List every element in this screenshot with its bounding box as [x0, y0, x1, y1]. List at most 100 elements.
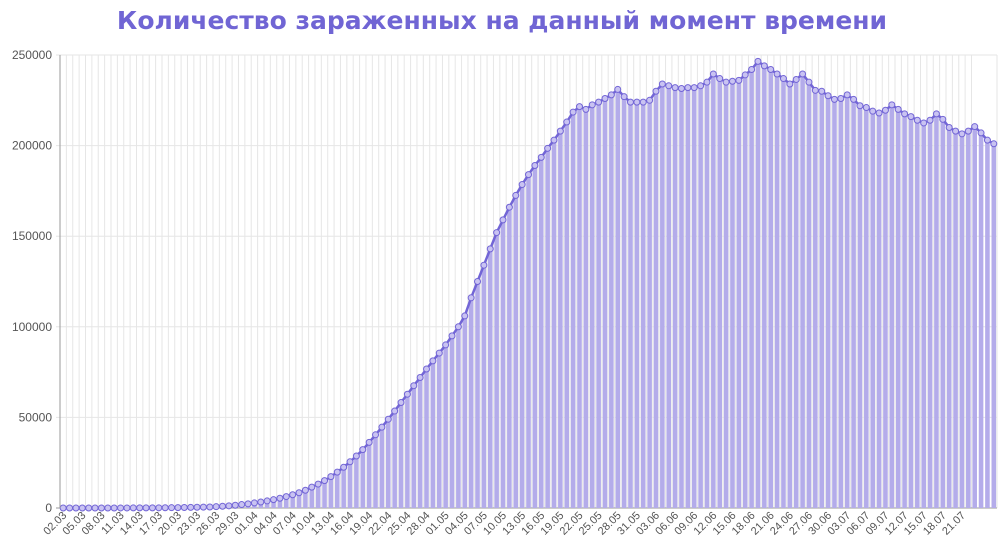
bar [443, 344, 448, 508]
point [639, 98, 647, 106]
point [263, 497, 271, 505]
point [735, 76, 743, 84]
point [614, 85, 622, 93]
point [257, 498, 265, 506]
point [786, 80, 794, 88]
bar [532, 165, 538, 509]
point [123, 504, 131, 512]
bar [615, 89, 621, 508]
point [276, 494, 284, 502]
bar [475, 281, 480, 508]
bar [558, 131, 563, 508]
point [282, 493, 290, 501]
point [91, 504, 99, 512]
point [945, 123, 953, 131]
bar [660, 83, 665, 508]
point [110, 504, 118, 512]
point [193, 503, 201, 511]
bar [315, 484, 321, 508]
bar [832, 99, 837, 509]
bar [768, 69, 774, 508]
point [187, 503, 195, 511]
bar [436, 353, 442, 508]
point [939, 115, 947, 123]
bar [430, 360, 436, 508]
bar [334, 472, 340, 508]
bar [666, 85, 672, 508]
point [779, 75, 787, 83]
point [129, 504, 137, 512]
point [582, 105, 590, 113]
point [818, 87, 826, 95]
point [607, 91, 615, 99]
point [365, 438, 373, 446]
point [206, 503, 214, 511]
bar [883, 110, 888, 509]
point [429, 357, 437, 365]
bar [793, 79, 799, 508]
bar [513, 195, 519, 508]
bar [889, 104, 895, 508]
y-tick-label: 250000 [12, 48, 52, 62]
bar [373, 434, 378, 508]
bar [405, 394, 410, 508]
point [875, 109, 883, 117]
point [550, 136, 558, 144]
point [505, 203, 513, 211]
point [932, 110, 940, 118]
point [671, 84, 679, 92]
point [926, 116, 934, 124]
bar [583, 109, 589, 509]
bar [679, 88, 684, 508]
point [289, 491, 297, 499]
bar [864, 107, 869, 508]
y-tick-label: 50000 [19, 410, 53, 424]
bars [60, 61, 997, 509]
points [59, 57, 998, 512]
point [907, 113, 915, 121]
bar [640, 102, 646, 508]
point [811, 86, 819, 94]
point [321, 477, 329, 485]
bar [730, 81, 735, 509]
bar [328, 476, 334, 508]
point [697, 82, 705, 90]
x-axis: 02.0305.0308.0311.0314.0317.0320.0323.03… [41, 510, 968, 538]
point [174, 504, 182, 512]
bar [698, 85, 703, 508]
bar [704, 82, 710, 509]
bar [966, 131, 971, 508]
point [837, 94, 845, 102]
point [690, 84, 698, 92]
point [378, 423, 386, 431]
point [665, 82, 673, 90]
point [391, 407, 399, 415]
y-tick-label: 200000 [12, 139, 52, 153]
bar [800, 74, 805, 508]
point [722, 78, 730, 86]
bar [908, 116, 914, 508]
point [869, 107, 877, 115]
point [633, 98, 641, 106]
bar [449, 335, 455, 508]
point [595, 98, 603, 106]
point [327, 473, 335, 481]
bar [283, 496, 289, 508]
bar [985, 140, 990, 508]
point [448, 332, 456, 340]
point [728, 77, 736, 85]
point [575, 103, 583, 111]
bar [577, 106, 582, 508]
bar [934, 113, 939, 508]
point [850, 95, 858, 103]
bar [322, 480, 327, 508]
bar [481, 265, 487, 508]
point [544, 144, 552, 152]
bar [609, 94, 614, 508]
point [423, 365, 431, 373]
point [556, 127, 564, 135]
point [964, 127, 972, 135]
bar [545, 148, 550, 508]
point [225, 502, 233, 510]
point [168, 504, 176, 512]
